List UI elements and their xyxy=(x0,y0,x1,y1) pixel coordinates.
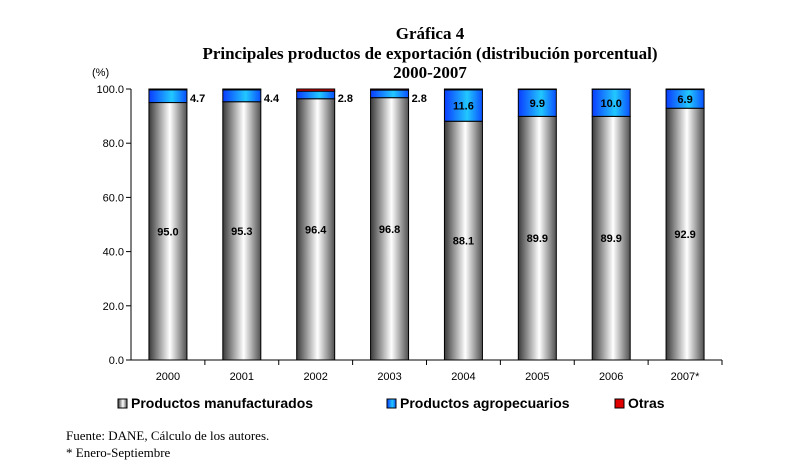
bar-productos-manufacturados xyxy=(443,120,483,361)
data-label: 9.9 xyxy=(530,98,545,110)
y-tick-label: 100.0 xyxy=(96,84,124,96)
bar-otras xyxy=(296,88,336,92)
x-tick-label: 2000 xyxy=(156,371,180,383)
bar-otras xyxy=(222,88,262,91)
source-note: Fuente: DANE, Cálculo de los autores. xyxy=(66,428,270,443)
bar-otras xyxy=(148,88,188,91)
legend-swatch xyxy=(386,398,397,409)
legend-swatch xyxy=(117,398,128,409)
bar-otras xyxy=(443,88,483,91)
bar-productos-agropecuarios xyxy=(443,89,483,122)
chart-subtitle: Principales productos de exportación (di… xyxy=(202,44,658,63)
bar-productos-agropecuarios xyxy=(370,89,410,99)
x-tick-label: 2001 xyxy=(230,371,254,383)
data-label: 89.9 xyxy=(527,233,548,245)
bar-productos-manufacturados xyxy=(517,115,557,361)
bar-otras xyxy=(665,88,705,91)
data-label: 2.8 xyxy=(338,93,353,105)
y-tick-label: 60.0 xyxy=(103,192,124,204)
chart-period: 2000-2007 xyxy=(393,63,467,82)
data-label: 6.9 xyxy=(677,94,692,106)
bar-productos-agropecuarios xyxy=(591,88,631,117)
x-tick-label: 2002 xyxy=(303,371,327,383)
x-tick-label: 2007* xyxy=(671,371,700,383)
data-label: 4.4 xyxy=(264,93,280,105)
data-label: 2.8 xyxy=(412,93,427,105)
bar-productos-agropecuarios xyxy=(222,89,262,103)
legend-label: Productos manufacturados xyxy=(131,395,313,411)
data-label: 88.1 xyxy=(453,236,474,248)
x-tick-label: 2003 xyxy=(377,371,401,383)
legend-label: Otras xyxy=(628,395,665,411)
bar-productos-agropecuarios xyxy=(296,90,336,100)
x-tick-label: 2006 xyxy=(599,371,623,383)
y-tick-label: 40.0 xyxy=(103,247,124,259)
chart-title: Gráfica 4 xyxy=(395,24,465,43)
bar-productos-manufacturados xyxy=(296,98,336,361)
y-axis-label: (%) xyxy=(92,67,109,79)
bar-otras xyxy=(370,88,410,91)
bar-productos-agropecuarios xyxy=(148,89,188,104)
y-tick-label: 0.0 xyxy=(109,355,124,367)
data-label: 92.9 xyxy=(674,229,695,241)
footnote: * Enero-Septiembre xyxy=(66,445,171,460)
data-label: 95.3 xyxy=(231,226,252,238)
data-label: 95.0 xyxy=(157,226,178,238)
x-tick-label: 2005 xyxy=(525,371,549,383)
data-label: 4.7 xyxy=(190,93,205,105)
data-label: 96.4 xyxy=(305,224,327,236)
bar-otras xyxy=(517,88,557,91)
bar-productos-manufacturados xyxy=(148,102,188,361)
bar-productos-manufacturados xyxy=(370,97,410,361)
data-label: 89.9 xyxy=(600,233,621,245)
legend-swatch xyxy=(614,398,625,409)
bar-productos-manufacturados xyxy=(591,115,631,361)
bar-productos-manufacturados xyxy=(222,101,262,361)
bar-productos-agropecuarios xyxy=(517,89,557,117)
y-tick-label: 20.0 xyxy=(103,301,124,313)
data-label: 11.6 xyxy=(453,101,474,113)
x-tick-label: 2004 xyxy=(451,371,475,383)
y-tick-label: 80.0 xyxy=(103,138,124,150)
legend-label: Productos agropecuarios xyxy=(400,395,570,411)
data-label: 96.8 xyxy=(379,224,400,236)
data-label: 10.0 xyxy=(600,98,621,110)
